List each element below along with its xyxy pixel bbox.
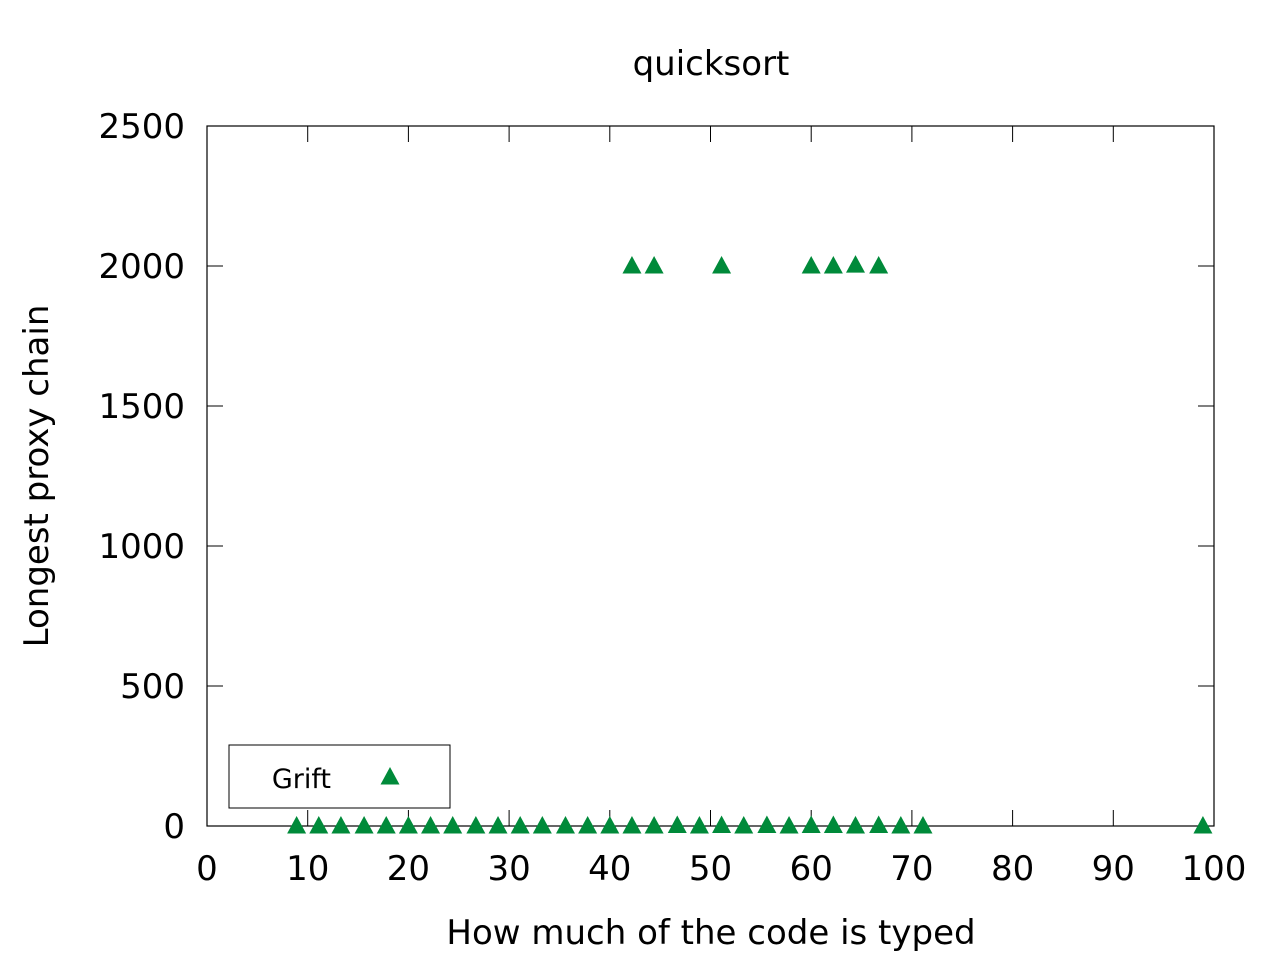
data-point: [421, 816, 441, 834]
x-tick-label: 90: [1092, 849, 1135, 889]
x-tick-label: 100: [1182, 849, 1247, 889]
x-tick-label: 0: [196, 849, 218, 889]
data-point: [712, 815, 732, 833]
data-point: [354, 816, 374, 834]
y-tick-label: 500: [120, 667, 185, 707]
x-tick-label: 40: [588, 849, 631, 889]
x-tick-label: 60: [790, 849, 833, 889]
data-point: [801, 256, 821, 274]
legend-marker-triangle-icon: [380, 767, 400, 785]
x-tick-label: 30: [487, 849, 530, 889]
axis-ticks: 0 10 20 30 40 50 60 70 80 90 100050010001500200025…: [98, 107, 1246, 889]
x-axis-label: How much of the code is typed: [446, 913, 975, 953]
data-point: [891, 816, 911, 834]
data-point: [622, 256, 642, 274]
y-tick-label: 1000: [98, 527, 185, 567]
data-point: [309, 816, 329, 834]
data-point: [600, 816, 620, 834]
data-point: [622, 816, 642, 834]
data-point: [913, 816, 933, 834]
data-point: [510, 816, 530, 834]
data-points: [287, 255, 1213, 834]
data-point: [667, 815, 687, 833]
data-point: [376, 816, 396, 834]
data-point: [644, 816, 664, 834]
legend: Grift: [228, 744, 451, 809]
y-tick-label: 2500: [98, 107, 185, 147]
x-tick-label: 70: [890, 849, 933, 889]
x-tick-label: 20: [387, 849, 430, 889]
data-point: [466, 816, 486, 834]
data-point: [644, 256, 664, 274]
data-point: [488, 816, 508, 834]
y-axis-label: Longest proxy chain: [17, 305, 57, 648]
y-tick-label: 2000: [98, 247, 185, 287]
data-point: [287, 816, 307, 834]
legend-label-grift: Grift: [272, 764, 331, 795]
data-point: [443, 816, 463, 834]
data-point: [734, 816, 754, 834]
data-point: [801, 815, 821, 833]
data-point: [846, 816, 866, 834]
legend-box: [228, 744, 451, 809]
x-tick-label: 50: [689, 849, 732, 889]
data-point: [398, 816, 418, 834]
data-point: [532, 816, 552, 834]
data-point: [555, 816, 575, 834]
data-point: [689, 816, 709, 834]
data-point: [331, 816, 351, 834]
data-point: [757, 815, 777, 833]
x-tick-label: 80: [991, 849, 1034, 889]
y-tick-label: 0: [163, 807, 185, 847]
data-point: [578, 816, 598, 834]
chart-title: quicksort: [633, 44, 790, 84]
data-point: [869, 256, 889, 274]
data-point: [1193, 816, 1213, 834]
data-point: [869, 815, 889, 833]
data-point: [712, 256, 732, 274]
x-tick-label: 10: [286, 849, 329, 889]
data-point: [823, 815, 843, 833]
data-point: [823, 256, 843, 274]
data-point: [846, 255, 866, 273]
plot-frame: [206, 125, 1215, 827]
y-tick-label: 1500: [98, 387, 185, 427]
data-point: [779, 816, 799, 834]
